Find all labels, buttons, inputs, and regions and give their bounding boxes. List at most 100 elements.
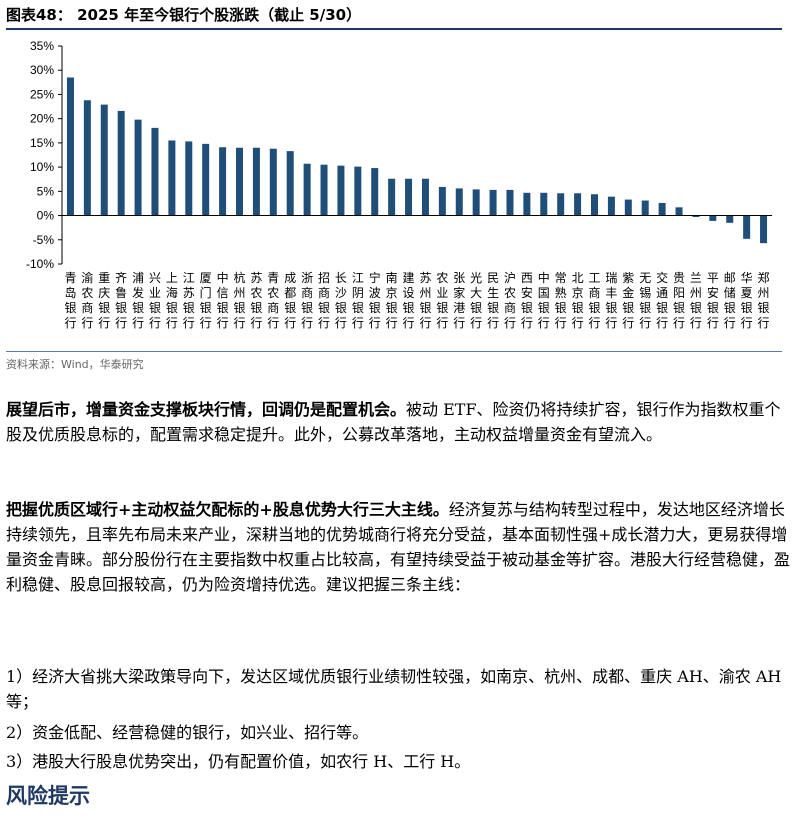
x-tick-label: 浦发银行 <box>132 271 144 330</box>
y-tick-label: 30% <box>30 63 54 77</box>
y-tick-label: 5% <box>37 184 55 198</box>
bar <box>743 215 751 239</box>
bar <box>726 215 734 223</box>
paragraph-strategy-body: 经济复苏与结构转型过程中，发达地区经济增长持续领先，且率先布局未来产业，深耕当地… <box>6 500 791 594</box>
figure-title: 图表48： 2025 年至今银行个股涨跌（截止 5/30） <box>6 6 362 24</box>
x-tick-label: 交通银行 <box>656 270 668 330</box>
bar <box>506 189 514 216</box>
x-tick-label: 厦门银行 <box>200 271 212 330</box>
title-divider <box>6 28 782 30</box>
y-tick-label: 15% <box>30 136 54 150</box>
y-tick-label: 0% <box>37 209 55 223</box>
x-tick-label: 重庆银行 <box>98 271 110 330</box>
x-tick-label: 沪农商行 <box>504 271 516 330</box>
x-tick-label: 宁波银行 <box>369 270 381 330</box>
list-item-1: 1）经济大省挑大梁政策导向下，发达区域优质银行业绩韧性较强，如南京、杭州、成都、… <box>6 667 782 711</box>
bar <box>134 119 142 216</box>
bar <box>455 188 463 216</box>
x-tick-label: 中信银行 <box>217 270 229 330</box>
x-tick-label: 建设银行 <box>403 271 415 330</box>
bar <box>405 178 413 216</box>
bar <box>354 166 362 216</box>
figure-source: 资料来源：Wind，华泰研究 <box>6 358 144 371</box>
bar <box>692 215 700 218</box>
bar <box>151 127 159 216</box>
x-tick-label: 杭州银行 <box>233 270 245 330</box>
paragraph-outlook: 展望后市，增量资金支撑板块行情，回调仍是配置机会。被动 ETF、险资仍将持续扩容… <box>6 397 792 447</box>
x-tick-label: 农业银行 <box>436 271 448 330</box>
x-tick-label: 无锡银行 <box>639 271 651 330</box>
bar <box>421 178 429 216</box>
paragraph-strategy-lead: 把握优质区域行+主动权益欠配标的+股息优势大行三大主线。 <box>6 500 449 519</box>
x-tick-label: 南京银行 <box>386 270 398 330</box>
bar <box>100 104 108 216</box>
x-tick-label: 瑞丰银行 <box>605 271 617 330</box>
bar <box>66 77 74 216</box>
bar <box>269 148 277 216</box>
paragraph-outlook-body: 被动 ETF、险资仍将持续扩容，银行作为指数权重个股及优质股息标的，配置需求稳定… <box>6 400 781 444</box>
bar <box>641 200 649 216</box>
bar <box>709 215 717 221</box>
bar <box>286 151 294 216</box>
y-tick-label: 10% <box>30 160 54 174</box>
x-tick-label: 邮储银行 <box>724 271 736 330</box>
bar <box>675 207 683 216</box>
bar <box>557 193 565 216</box>
y-tick-label: 20% <box>30 112 54 126</box>
x-tick-label: 张家港行 <box>453 271 465 330</box>
source-divider <box>6 351 782 352</box>
x-tick-label: 中国银行 <box>538 270 550 330</box>
x-tick-label: 青岛银行 <box>64 271 76 330</box>
paragraph-strategy: 把握优质区域行+主动权益欠配标的+股息优势大行三大主线。经济复苏与结构转型过程中… <box>6 497 792 597</box>
y-tick-label: 25% <box>30 87 54 101</box>
bar <box>489 189 497 216</box>
bar <box>83 100 91 216</box>
bar <box>252 147 260 216</box>
x-tick-label: 北京银行 <box>572 271 584 330</box>
bar <box>591 194 598 216</box>
x-tick-label: 渝农商行 <box>81 270 93 330</box>
list-item-3: 3）港股大行股息优势突出，仍有配置价值，如农行 H、工行 H。 <box>6 752 471 771</box>
x-tick-label: 兴业银行 <box>149 271 161 330</box>
x-tick-label: 兰州银行 <box>690 271 702 330</box>
x-tick-label: 民生银行 <box>487 271 499 330</box>
x-tick-label: 浙商银行 <box>301 271 313 330</box>
bar <box>760 215 768 244</box>
x-tick-label: 苏州银行 <box>419 271 431 330</box>
x-tick-label: 贵阳银行 <box>673 271 685 330</box>
bar <box>185 141 193 216</box>
x-tick-label: 苏农银行 <box>250 271 262 330</box>
bar <box>624 199 632 216</box>
bar <box>658 202 666 216</box>
x-tick-label: 光大银行 <box>470 271 482 330</box>
bar <box>574 193 582 216</box>
x-tick-label: 紫金银行 <box>622 271 634 330</box>
bar <box>168 140 176 216</box>
list-item-2: 2）资金低配、经营稳健的银行，如兴业、招行等。 <box>6 723 369 742</box>
bar <box>202 143 210 216</box>
x-tick-label: 平安银行 <box>707 271 719 330</box>
bar <box>371 168 379 216</box>
x-tick-label: 江阴银行 <box>352 271 364 330</box>
x-tick-label: 常熟银行 <box>555 271 567 330</box>
bar <box>523 192 531 216</box>
x-tick-label: 郑州银行 <box>758 270 770 330</box>
x-tick-label: 成都银行 <box>284 271 296 330</box>
bar <box>219 147 227 216</box>
bar-chart: -10% -5% 0% 5% 10% 15% 20% 25% 30% 35% 青岛银行渝农商行重庆银… <box>26 39 772 330</box>
x-tick-label: 齐鲁银行 <box>115 270 127 330</box>
x-tick-label: 西安银行 <box>521 271 533 330</box>
bar <box>472 189 480 216</box>
bar <box>438 186 446 216</box>
bar <box>320 164 328 216</box>
bar <box>236 147 243 216</box>
x-tick-label: 江苏银行 <box>183 271 195 330</box>
x-tick-label: 工商银行 <box>588 271 600 330</box>
bar <box>540 192 548 216</box>
paragraph-outlook-lead: 展望后市，增量资金支撑板块行情，回调仍是配置机会。 <box>6 400 407 419</box>
bar <box>607 196 615 216</box>
y-tick-label: 35% <box>30 39 54 53</box>
y-tick-label: -5% <box>33 233 55 247</box>
bar <box>303 163 311 216</box>
x-tick-label: 上海银行 <box>166 271 178 330</box>
